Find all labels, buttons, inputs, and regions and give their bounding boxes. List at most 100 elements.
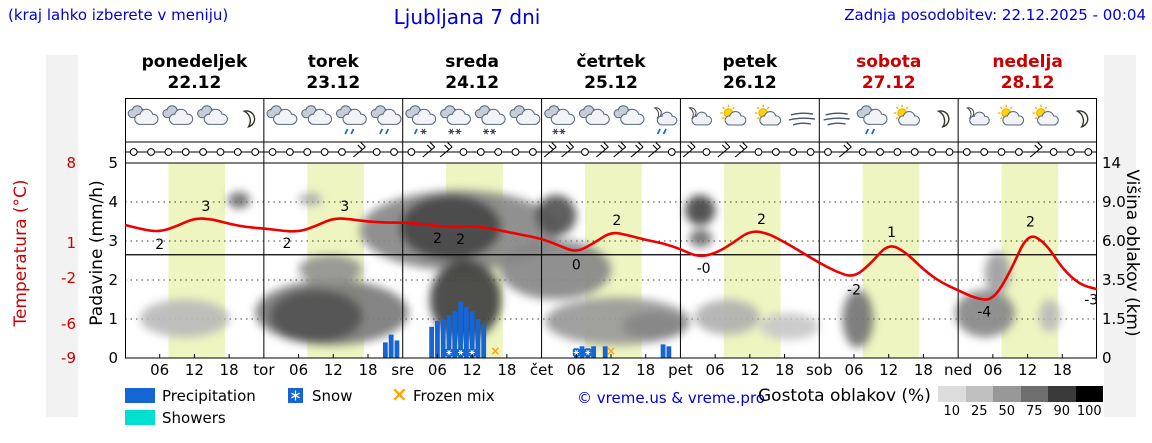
cloud-tick-label: 3.5 <box>1102 271 1126 289</box>
x-axis-hour-label: 06 <box>983 361 1003 379</box>
precip-bar <box>388 334 394 358</box>
wind-calm-icon <box>390 148 398 156</box>
precip-bar <box>382 342 388 358</box>
wind-barb-icon <box>648 142 661 158</box>
wind-barb-icon <box>630 142 644 158</box>
weather-icon-moon <box>1075 110 1089 128</box>
temp-value-label: 2 <box>433 231 442 247</box>
wind-barb-icon <box>543 142 557 158</box>
x-axis-hour-label: 06 <box>427 361 447 379</box>
weather-icon-moon <box>936 110 950 128</box>
wind-barb-icon <box>561 142 574 158</box>
wind-barb-icon <box>734 142 748 158</box>
weather-icon-wind <box>788 112 816 126</box>
wind-calm-icon <box>1084 148 1093 156</box>
temp-tick-label: -2 <box>61 268 76 287</box>
day-header: petek 26.12 <box>680 52 819 94</box>
temp-value-label: -2 <box>847 283 861 299</box>
legend-frozen-label: Frozen mix <box>413 387 495 405</box>
x-axis-hour-label: 18 <box>1052 361 1072 379</box>
temp-tick-label: -9 <box>61 349 76 367</box>
wind-calm-icon <box>129 148 138 156</box>
wind-calm-icon <box>1014 148 1023 156</box>
wind-calm-icon <box>338 148 346 156</box>
weather-icon-clouds <box>509 105 541 125</box>
temp-value-label: -0 <box>697 261 711 277</box>
wind-calm-icon <box>824 148 832 156</box>
x-axis-hour-label: 06 <box>150 361 170 379</box>
precip-tick-label: 1 <box>108 310 118 328</box>
wind-calm-icon <box>268 148 277 156</box>
wind-calm-icon <box>1067 148 1075 156</box>
temp-value-label: 3 <box>340 199 349 215</box>
wind-calm-icon <box>581 148 589 156</box>
cloud-tick-label: 0 <box>1102 349 1112 367</box>
wind-calm-icon <box>494 148 503 156</box>
wind-calm-icon <box>476 148 485 156</box>
wind-calm-icon <box>806 148 815 156</box>
wind-calm-icon <box>876 148 884 156</box>
precip-bar <box>452 311 458 358</box>
cloud-density-blob <box>269 289 363 343</box>
temp-tick-label: -6 <box>61 314 76 333</box>
last-update: Zadnja posodobitev: 22.12.2025 - 00:04 <box>844 6 1146 24</box>
cloud-density-blob <box>535 194 577 236</box>
x-axis-day-label: sob <box>806 361 833 379</box>
precip-bar <box>579 346 585 358</box>
wind-barb-icon <box>613 142 627 158</box>
wind-barb-icon <box>422 142 436 158</box>
x-axis-hour-label: 12 <box>740 361 760 379</box>
weather-icon-moon-cloud-rain <box>653 107 678 135</box>
wind-calm-icon <box>199 148 208 156</box>
x-axis-hour-label: 12 <box>184 361 204 379</box>
precip-bar <box>463 307 469 358</box>
wind-calm-icon <box>980 148 989 156</box>
legend-precip-label: Precipitation <box>162 387 256 405</box>
day-date: 28.12 <box>1000 73 1055 93</box>
weather-icon-clouds-rain <box>856 105 888 135</box>
cloud-scale-swatch <box>993 386 1021 402</box>
x-axis-hour-label: 18 <box>636 361 656 379</box>
wind-calm-icon <box>511 148 520 156</box>
snowflake-icon <box>291 390 300 401</box>
x-axis-hour-label: 18 <box>219 361 239 379</box>
wind-calm-icon <box>962 148 971 156</box>
precip-bar <box>475 319 481 358</box>
cloud-density-title: Gostota oblakov (%) <box>758 386 931 406</box>
x-axis-hour-label: 18 <box>913 361 933 379</box>
wind-barb-icon <box>838 142 852 158</box>
day-name: sobota <box>856 52 922 72</box>
legend-showers-label: Showers <box>162 409 226 427</box>
precip-bar <box>469 311 475 358</box>
x-axis-hour-label: 06 <box>705 361 725 379</box>
wind-barb-icon <box>1029 142 1043 158</box>
wind-calm-icon <box>771 148 780 156</box>
weather-icon-clouds-snow <box>440 105 471 135</box>
cloud-scale-value: 10 <box>943 404 961 419</box>
cloud-scale-swatch <box>1020 386 1048 402</box>
menu-hint: (kraj lahko izberete v meniju) <box>8 6 229 24</box>
precip-bar <box>591 346 597 358</box>
temp-value-label: -3 <box>1084 293 1097 309</box>
legend-precip-swatch <box>125 388 155 403</box>
page-title: Ljubljana 7 dni <box>393 5 541 29</box>
cloud-density-scale <box>938 386 1103 402</box>
day-name: nedelja <box>992 52 1063 72</box>
precip-tick-label: 3 <box>108 232 118 250</box>
cloud-density-blob <box>685 194 716 226</box>
x-axis-day-label: ned <box>943 361 973 379</box>
cloud-scale-swatch <box>938 386 966 402</box>
precip-bar <box>602 346 608 358</box>
cloud-density-blob <box>499 239 611 300</box>
precip-tick-label: 5 <box>108 154 118 172</box>
wind-calm-icon <box>754 148 763 156</box>
cloud-tick-label: 6.0 <box>1102 232 1126 250</box>
wind-calm-icon <box>459 148 468 156</box>
cloud-tick-label: 9.0 <box>1102 193 1126 211</box>
precip-bar <box>458 301 463 358</box>
temp-value-label: 3 <box>202 199 211 215</box>
cloud-scale-value: 25 <box>970 404 988 419</box>
cloud-density-blob <box>759 313 820 340</box>
cloud-scale-swatch <box>1075 386 1103 402</box>
